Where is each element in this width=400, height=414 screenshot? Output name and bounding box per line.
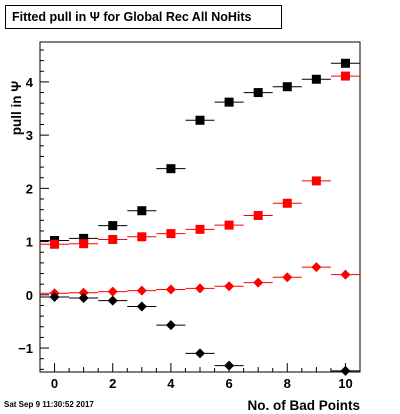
- data-point-square: [224, 97, 234, 107]
- y-tick-label: 1: [26, 235, 33, 250]
- data-point-square: [50, 239, 60, 249]
- data-point-diamond: [165, 320, 176, 331]
- data-point-square: [340, 71, 350, 81]
- data-point-diamond: [311, 262, 322, 273]
- data-point-square: [224, 220, 234, 230]
- data-point-diamond: [253, 277, 264, 288]
- y-tick-label: 2: [26, 181, 33, 196]
- y-tick-label: −1: [18, 341, 33, 356]
- data-point-square: [166, 164, 176, 174]
- data-point-square: [166, 229, 176, 239]
- plot-frame: [39, 41, 361, 373]
- data-point-diamond: [136, 285, 147, 296]
- data-point-diamond: [195, 283, 205, 294]
- y-tick-label: 4: [26, 75, 34, 90]
- data-point-square: [79, 233, 89, 243]
- data-point-square: [282, 198, 292, 208]
- data-point-square: [253, 211, 263, 221]
- x-tick-label: 4: [167, 376, 175, 391]
- data-point-diamond: [340, 365, 351, 376]
- y-tick-label: 3: [26, 128, 33, 143]
- data-point-square: [282, 82, 292, 92]
- data-point-square: [311, 74, 321, 84]
- timestamp: Sat Sep 9 11:30:52 2017: [4, 400, 94, 409]
- y-tick-label: 0: [26, 288, 33, 303]
- data-point-diamond: [165, 284, 176, 295]
- data-point-square: [311, 176, 321, 186]
- x-tick-label: 2: [109, 376, 116, 391]
- chart-title: Fitted pull in Ψ for Global Rec All NoHi…: [5, 5, 282, 29]
- data-point-diamond: [107, 295, 118, 306]
- data-point-diamond: [78, 293, 89, 304]
- data-point-diamond: [136, 301, 147, 312]
- data-point-diamond: [49, 291, 60, 302]
- x-tick-label: 10: [338, 376, 352, 391]
- data-point-square: [137, 232, 147, 242]
- y-axis-title: pull in Ψ: [9, 81, 24, 135]
- data-point-square: [108, 221, 118, 231]
- data-point-square: [340, 58, 350, 68]
- x-tick-label: 0: [51, 376, 58, 391]
- data-point-square: [137, 206, 147, 216]
- x-tick-label: 8: [284, 376, 291, 391]
- data-point-square: [195, 224, 205, 234]
- data-point-diamond: [107, 286, 118, 297]
- x-axis-title: No. of Bad Points: [248, 398, 361, 413]
- data-point-square: [253, 88, 263, 98]
- data-point-diamond: [340, 269, 351, 280]
- data-point-square: [108, 234, 118, 244]
- data-point-diamond: [282, 272, 293, 283]
- data-point-diamond: [224, 281, 235, 292]
- data-point-square: [195, 115, 205, 125]
- x-tick-label: 6: [225, 376, 232, 391]
- axes: 0 2 4 6 8 10 −1 0 1 2 3 4: [18, 49, 361, 391]
- data-point-square: [79, 239, 89, 249]
- data-point-diamond: [78, 287, 89, 298]
- data-marks: [40, 58, 360, 376]
- data-point-diamond: [224, 360, 235, 371]
- data-point-diamond: [195, 348, 205, 359]
